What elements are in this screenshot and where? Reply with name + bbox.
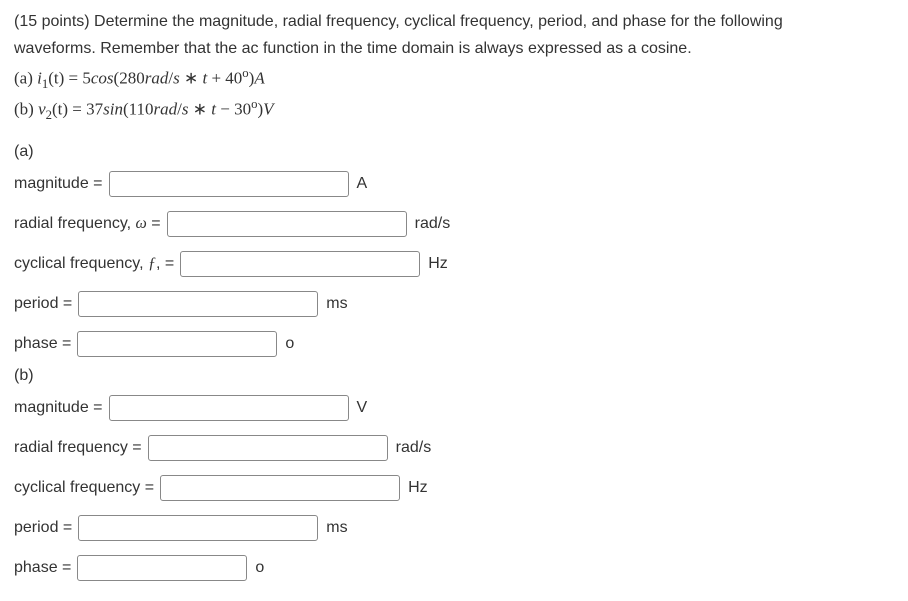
row-a-radial: radial frequency, ω = rad/s — [14, 207, 894, 241]
problem-intro-1: (15 points) Determine the magnitude, rad… — [14, 10, 894, 33]
label-a-phase: phase = — [14, 335, 71, 353]
equation-b: (b) v2(t) = 37sin(110rad/s ∗ t − 30o)V — [14, 95, 894, 125]
label-b-period: period = — [14, 519, 72, 537]
part-b-label: (b) — [14, 367, 894, 385]
label-b-phase: phase = — [14, 559, 71, 577]
label-a-period: period = — [14, 295, 72, 313]
row-b-cyclical: cyclical frequency = Hz — [14, 471, 894, 505]
unit-a-cyclical: Hz — [428, 255, 448, 273]
label-a-magnitude: magnitude = — [14, 175, 103, 193]
input-a-phase[interactable] — [77, 331, 277, 357]
row-b-magnitude: magnitude = V — [14, 391, 894, 425]
unit-b-magnitude: V — [357, 399, 368, 417]
input-b-period[interactable] — [78, 515, 318, 541]
label-b-magnitude: magnitude = — [14, 399, 103, 417]
label-a-cyclical: cyclical frequency, ƒ, = — [14, 255, 174, 273]
row-a-period: period = ms — [14, 287, 894, 321]
unit-a-magnitude: A — [357, 175, 368, 193]
unit-a-phase: o — [285, 335, 294, 353]
problem-intro-2: waveforms. Remember that the ac function… — [14, 37, 894, 60]
row-a-magnitude: magnitude = A — [14, 167, 894, 201]
input-b-cyclical[interactable] — [160, 475, 400, 501]
input-a-magnitude[interactable] — [109, 171, 349, 197]
row-b-phase: phase = o — [14, 551, 894, 585]
unit-b-cyclical: Hz — [408, 479, 428, 497]
unit-b-radial: rad/s — [396, 439, 432, 457]
row-b-period: period = ms — [14, 511, 894, 545]
equation-a: (a) i1(t) = 5cos(280rad/s ∗ t + 40o)A — [14, 64, 894, 94]
input-b-phase[interactable] — [77, 555, 247, 581]
input-a-period[interactable] — [78, 291, 318, 317]
unit-a-radial: rad/s — [415, 215, 451, 233]
row-a-cyclical: cyclical frequency, ƒ, = Hz — [14, 247, 894, 281]
label-b-radial: radial frequency = — [14, 439, 142, 457]
input-a-cyclical[interactable] — [180, 251, 420, 277]
unit-a-period: ms — [326, 295, 347, 313]
unit-b-period: ms — [326, 519, 347, 537]
unit-b-phase: o — [255, 559, 264, 577]
row-b-radial: radial frequency = rad/s — [14, 431, 894, 465]
row-a-phase: phase = o — [14, 327, 894, 361]
input-b-radial[interactable] — [148, 435, 388, 461]
label-b-cyclical: cyclical frequency = — [14, 479, 154, 497]
input-a-radial[interactable] — [167, 211, 407, 237]
label-a-radial: radial frequency, ω = — [14, 215, 161, 233]
part-a-label: (a) — [14, 143, 894, 161]
input-b-magnitude[interactable] — [109, 395, 349, 421]
